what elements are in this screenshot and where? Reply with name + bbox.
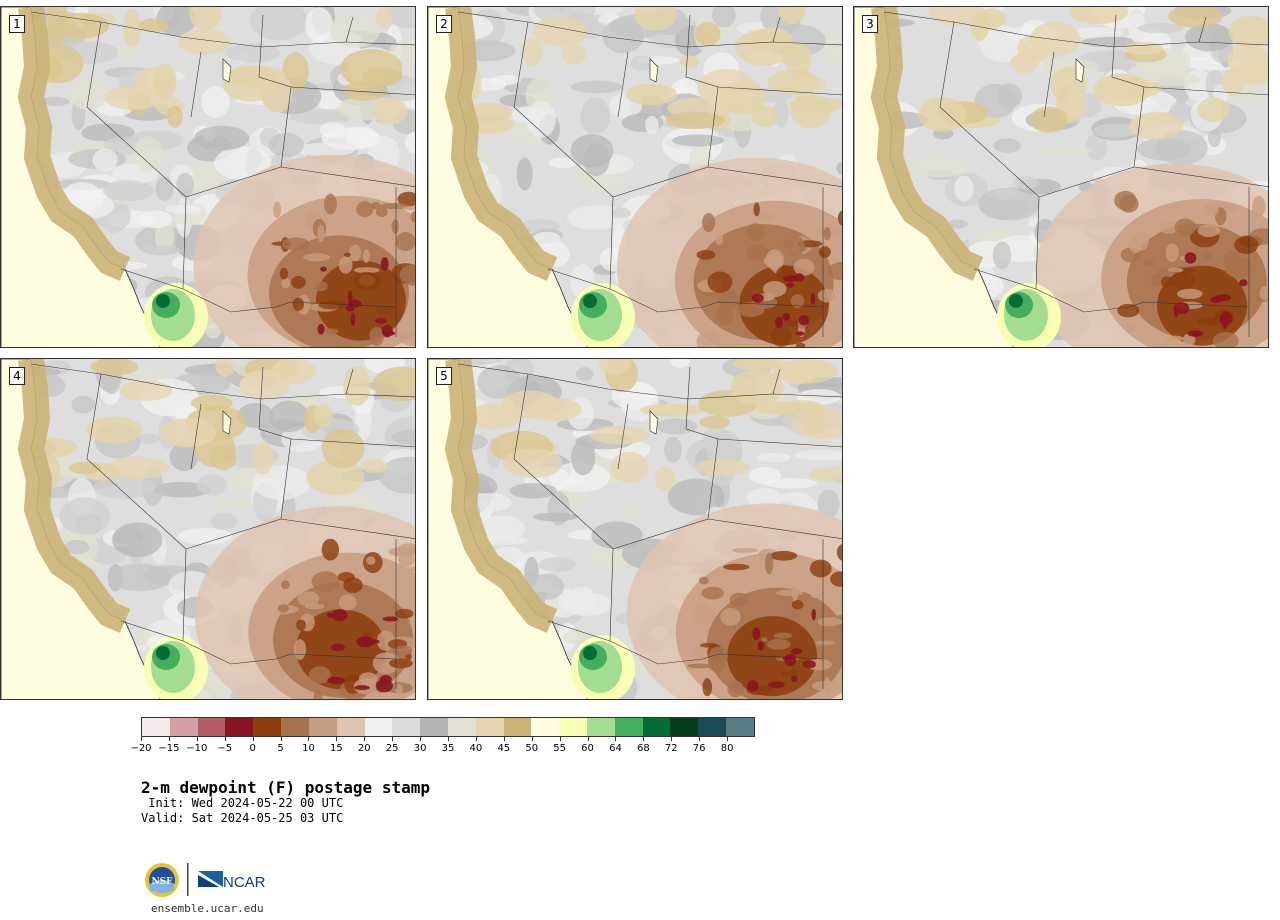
colorbar-tick-label: 25 [385,743,399,754]
dewpoint-map-4 [1,359,415,699]
colorbar [141,717,755,737]
colorbar-tick-label: −10 [186,743,208,754]
colorbar-tick-mark [643,737,645,741]
map-panel-1: 1 [0,6,416,348]
colorbar-swatch [670,718,699,736]
colorbar-swatch [614,718,643,736]
colorbar-swatch [308,718,337,736]
colorbar-tick-label: 45 [497,743,511,754]
colorbar-ticks: −20 −15 −10 −5 0 5 10 15 20 25 30 35 40 45 50 55 60 64 68 7… [130,737,755,757]
colorbar-tick-label: 5 [277,743,284,754]
colorbar-tick-mark [448,737,449,741]
colorbar-swatch [447,718,476,736]
valid-time: Valid: Sat 2024-05-25 03 UTC [141,811,344,825]
url-text: ensemble.ucar.edu [151,902,264,915]
dewpoint-map-1 [1,7,415,347]
colorbar-tick-label: 80 [720,743,734,754]
colorbar-swatch [253,718,282,736]
colorbar-tick-label: 35 [441,743,455,754]
ncar-logo-icon: NCAR [198,871,266,891]
colorbar-tick-label: 30 [413,743,427,754]
panel-label-1: 1 [9,15,25,33]
colorbar-tick-label: −15 [158,743,180,754]
colorbar-tick-mark [308,737,310,741]
colorbar-swatch [726,718,754,736]
nsf-logo-icon: NSF [145,863,179,897]
colorbar-tick-label: 40 [469,743,483,754]
colorbar-swatch [169,718,198,736]
colorbar-swatch [392,718,421,736]
colorbar-tick-mark [475,737,477,741]
colorbar-tick-label: 10 [302,743,315,754]
colorbar-swatch [364,718,393,736]
panel-label-2: 2 [436,15,452,33]
map-panel-2: 2 [427,6,843,348]
colorbar-tick-label: 72 [664,743,678,754]
map-panel-3: 3 [853,6,1269,348]
colorbar-tick-label: 68 [636,743,650,754]
colorbar-swatch [142,718,170,736]
colorbar-swatch [531,718,560,736]
colorbar-tick-label: 64 [609,743,622,754]
dewpoint-map-5 [428,359,842,699]
colorbar-swatch [559,718,587,736]
colorbar-swatch [336,718,365,736]
colorbar-tick-mark [727,737,729,741]
colorbar-tick-label: 55 [553,743,566,754]
colorbar-swatch [475,718,504,736]
colorbar-tick-mark [252,737,254,741]
panel-label-4: 4 [9,367,25,385]
map-panel-4: 4 [0,358,416,700]
colorbar-tick-mark [559,737,561,741]
colorbar-tick-mark [224,737,226,741]
colorbar-tick-label: 20 [357,743,371,754]
colorbar-tick-mark [168,737,170,741]
colorbar-tick-mark [364,737,366,741]
colorbar-tick-mark [392,737,394,741]
init-time: Init: Wed 2024-05-22 00 UTC [141,796,344,810]
colorbar-tick-mark [196,737,198,741]
colorbar-tick-label: 50 [525,743,539,754]
nsf-logo-text: NSF [151,877,173,887]
colorbar-tick-mark [671,737,673,741]
colorbar-tick-mark [587,737,589,741]
colorbar-tick-label: 0 [249,743,256,754]
colorbar-tick-label: 76 [692,743,706,754]
colorbar-swatch [503,718,532,736]
colorbar-tick-label: −20 [130,743,152,754]
colorbar-tick-mark [699,737,701,741]
colorbar-swatch [642,718,671,736]
dewpoint-map-2 [428,7,842,347]
map-panel-5: 5 [427,358,843,700]
colorbar-tick-label: 15 [329,743,343,754]
colorbar-swatch [225,718,254,736]
ncar-logo-text: NCAR [223,874,266,891]
panel-label-5: 5 [436,367,452,385]
colorbar-tick-mark [420,737,422,741]
colorbar-tick-mark [531,737,533,741]
colorbar-swatch [281,718,309,736]
colorbar-tick-mark [141,737,142,741]
colorbar-tick-mark [336,737,338,741]
logos: NSF NCAR [143,860,283,900]
chart-title: 2-m dewpoint (F) postage stamp [141,778,430,797]
colorbar-swatch [698,718,727,736]
panel-label-3: 3 [862,15,878,33]
colorbar-swatch [197,718,226,736]
colorbar-swatch [420,718,448,736]
dewpoint-map-3 [854,7,1268,347]
colorbar-tick-mark [280,737,282,741]
colorbar-tick-mark [615,737,617,741]
colorbar-swatch [587,718,615,736]
colorbar-tick-label: −5 [217,743,233,754]
colorbar-tick-label: 60 [581,743,594,754]
colorbar-tick-mark [503,737,505,741]
